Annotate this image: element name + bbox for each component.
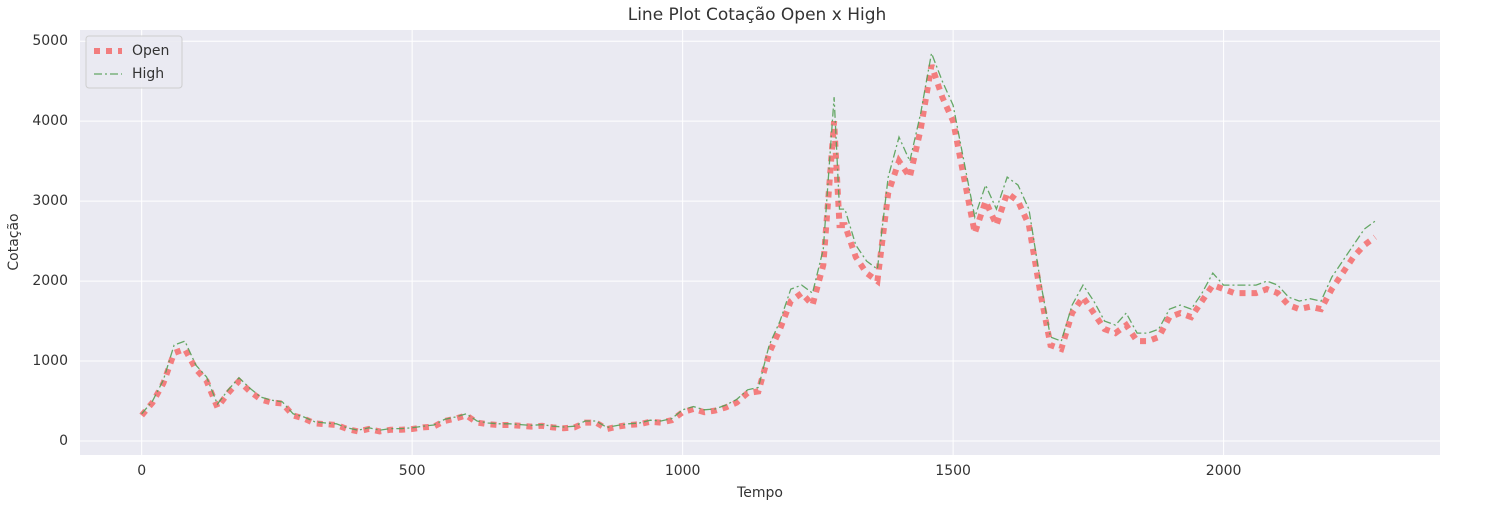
y-axis-label: Cotação xyxy=(6,213,22,270)
legend: Open High xyxy=(85,35,183,89)
series-line xyxy=(139,64,1377,435)
y-tick-label: 2000 xyxy=(32,273,68,289)
y-tick-label: 3000 xyxy=(32,193,68,209)
y-tick-label: 0 xyxy=(59,433,68,449)
grid xyxy=(80,30,1440,455)
x-tick-label: 1000 xyxy=(665,463,701,479)
legend-label: Open xyxy=(132,43,169,59)
x-tick-label: 2000 xyxy=(1206,463,1242,479)
x-tick-label: 500 xyxy=(399,463,426,479)
chart-title: Line Plot Cotação Open x High xyxy=(628,5,887,25)
series-line xyxy=(141,50,1376,431)
x-tick-label: 0 xyxy=(137,463,146,479)
y-tick-label: 1000 xyxy=(32,353,68,369)
x-axis-label: Tempo xyxy=(736,485,783,501)
legend-label: High xyxy=(132,66,164,82)
y-tick-label: 4000 xyxy=(32,113,68,129)
x-tick-label: 1500 xyxy=(935,463,971,479)
y-tick-label: 5000 xyxy=(32,33,68,49)
lines xyxy=(139,50,1377,435)
